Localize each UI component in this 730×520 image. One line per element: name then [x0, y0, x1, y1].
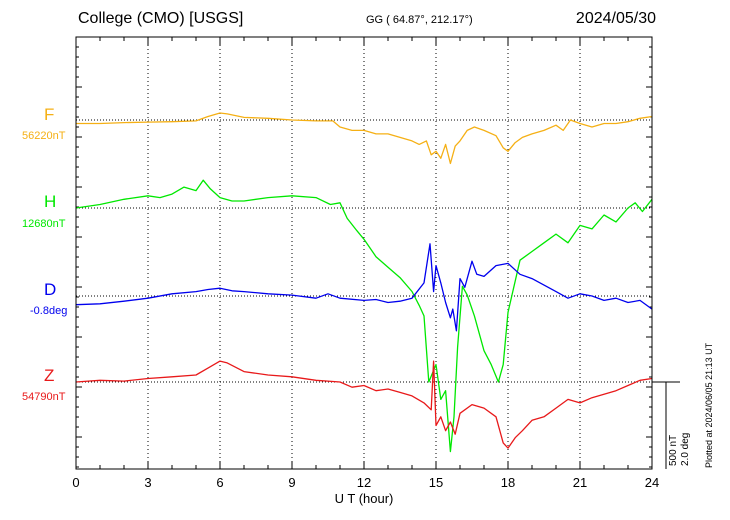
chart-ticks: 0 3 6 9 12 15 18 21 24 — [72, 37, 659, 490]
x-tick-label: 18 — [501, 475, 515, 490]
scale-label: 500 nT 2.0 deg — [668, 420, 696, 468]
x-tick-label: 21 — [573, 475, 587, 490]
geographic-coords: GG ( 64.87°, 212.17°) — [366, 14, 473, 26]
x-axis-title: U T (hour) — [335, 491, 394, 506]
channel-f-baseline: 56220nT — [22, 130, 66, 142]
plot-frame — [75, 36, 653, 470]
channel-d-baseline: -0.8deg — [30, 305, 68, 317]
series-line-h — [75, 179, 653, 453]
plotted-timestamp: Plotted at 2024/06/05 21:13 UT — [704, 342, 714, 468]
x-tick-label: 15 — [429, 475, 443, 490]
x-tick-label: 9 — [288, 475, 295, 490]
channel-z-label: Z — [44, 366, 55, 385]
series-line-f — [76, 112, 653, 165]
x-tick-label: 0 — [72, 475, 79, 490]
series-line-d — [75, 243, 653, 332]
x-tick-label: 3 — [144, 475, 151, 490]
channel-h-label: H — [44, 192, 57, 211]
chart-grid — [147, 37, 581, 469]
channel-f-label: F — [44, 105, 55, 124]
date-label: 2024/05/30 — [575, 10, 656, 27]
x-tick-label: 6 — [216, 475, 223, 490]
channel-h-baseline: 12680nT — [22, 218, 66, 230]
scale-label-deg: 2.0 deg — [680, 432, 691, 466]
chart-series — [75, 112, 653, 453]
channel-d-label: D — [44, 280, 57, 299]
series-line-z — [75, 360, 653, 449]
scale-label-nt: 500 nT — [668, 434, 679, 466]
baseline-references — [76, 119, 652, 383]
x-tick-label: 24 — [645, 475, 659, 490]
x-tick-label: 12 — [357, 475, 371, 490]
channel-z-baseline: 54790nT — [22, 391, 66, 403]
station-title: College (CMO) [USGS] — [78, 10, 244, 27]
